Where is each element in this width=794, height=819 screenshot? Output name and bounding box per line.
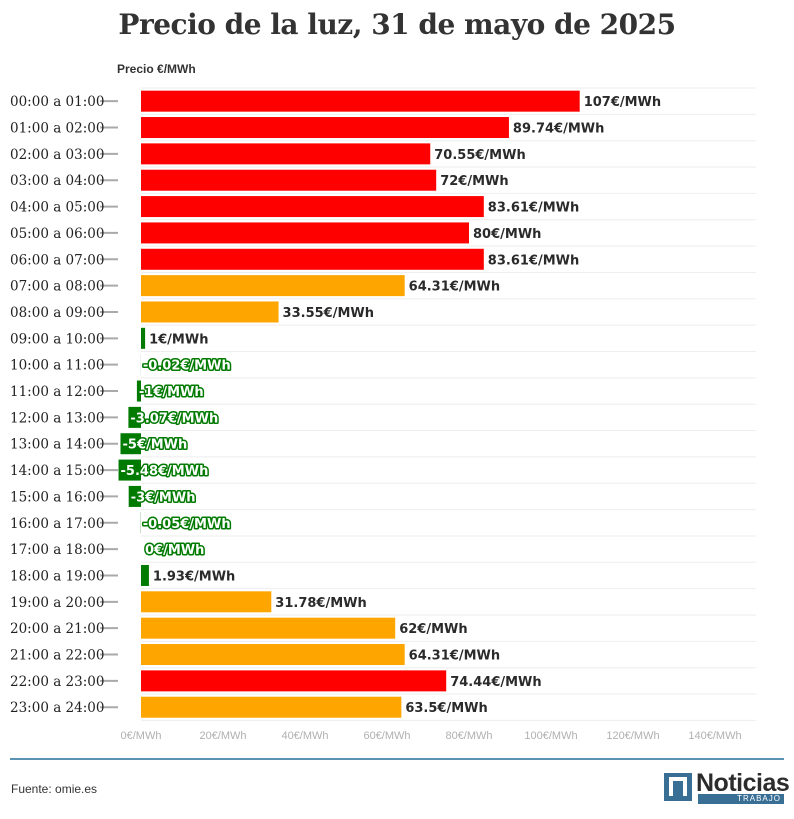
- logo-subtitle: TRABAJO: [698, 794, 784, 804]
- value-label: 83.61€/MWh: [488, 201, 579, 216]
- value-label: -1€/MWh: [139, 385, 204, 400]
- value-label: 89.74€/MWh: [513, 122, 604, 137]
- value-label: 62€/MWh: [399, 622, 467, 637]
- category-label: 13:00 a 14:00: [10, 437, 104, 453]
- category-label: 04:00 a 05:00: [10, 200, 104, 216]
- category-label: 21:00 a 22:00: [10, 648, 104, 664]
- bar: [141, 327, 146, 349]
- bar: [141, 248, 484, 270]
- noticias-trabajo-logo: Noticias TRABAJO: [664, 769, 790, 804]
- y-axis-label: Precio €/MWh: [117, 62, 196, 76]
- x-tick-label: 80€/MWh: [445, 730, 492, 742]
- category-label: 23:00 a 24:00: [10, 700, 104, 716]
- value-label: 64.31€/MWh: [409, 649, 500, 664]
- x-tick-label: 0€/MWh: [121, 730, 162, 742]
- value-label: 1.93€/MWh: [153, 569, 235, 584]
- value-label: -0.05€/MWh: [143, 517, 231, 532]
- bar: [141, 90, 580, 112]
- source-note: Fuente: omie.es: [11, 782, 98, 796]
- bar: [136, 380, 141, 402]
- value-label: 83.61€/MWh: [488, 253, 579, 268]
- bar: [141, 196, 484, 218]
- category-label: 14:00 a 15:00: [10, 463, 104, 479]
- category-label: 01:00 a 02:00: [10, 121, 104, 137]
- x-tick-label: 140€/MWh: [688, 730, 741, 742]
- bar: [141, 644, 405, 666]
- category-label: 00:00 a 01:00: [10, 94, 104, 110]
- bar: [141, 670, 447, 692]
- value-label: 31.78€/MWh: [275, 596, 366, 611]
- bar: [128, 485, 141, 507]
- bar: [141, 169, 437, 191]
- category-label: 06:00 a 07:00: [10, 252, 104, 268]
- x-tick-label: 120€/MWh: [606, 730, 659, 742]
- x-tick-label: 40€/MWh: [281, 730, 328, 742]
- value-label: 72€/MWh: [440, 174, 508, 189]
- category-label: 08:00 a 09:00: [10, 305, 104, 321]
- bar: [141, 564, 149, 586]
- logo-mark-icon: [664, 773, 692, 801]
- bar: [141, 275, 405, 297]
- bar: [128, 406, 141, 428]
- bar: [141, 222, 469, 244]
- value-label: -5.48€/MWh: [121, 464, 209, 479]
- bar: [141, 117, 509, 139]
- category-label: 22:00 a 23:00: [10, 674, 104, 690]
- value-label: 0€/MWh: [145, 543, 204, 558]
- category-label: 18:00 a 19:00: [10, 568, 104, 584]
- category-label: 02:00 a 03:00: [10, 147, 104, 163]
- value-label: 64.31€/MWh: [409, 280, 500, 295]
- x-tick-label: 20€/MWh: [199, 730, 246, 742]
- logo-name: Noticias: [696, 769, 790, 797]
- bar: [141, 143, 431, 165]
- value-label: -5€/MWh: [123, 438, 188, 453]
- value-label: 74.44€/MWh: [450, 675, 541, 690]
- category-label: 05:00 a 06:00: [10, 226, 104, 242]
- value-label: -3€/MWh: [131, 490, 196, 505]
- x-tick-label: 60€/MWh: [363, 730, 410, 742]
- category-label: 10:00 a 11:00: [10, 358, 104, 374]
- category-label: 20:00 a 21:00: [10, 621, 104, 637]
- category-label: 15:00 a 16:00: [10, 489, 104, 505]
- value-label: 70.55€/MWh: [434, 148, 525, 163]
- category-label: 09:00 a 10:00: [10, 331, 104, 347]
- value-label: -3.07€/MWh: [130, 411, 218, 426]
- footer-divider: [10, 758, 784, 760]
- category-label: 12:00 a 13:00: [10, 410, 104, 426]
- bar: [118, 459, 141, 481]
- value-label: 63.5€/MWh: [405, 701, 487, 716]
- bar: [141, 617, 396, 639]
- value-label: 107€/MWh: [584, 95, 661, 110]
- x-tick-label: 100€/MWh: [524, 730, 577, 742]
- category-label: 19:00 a 20:00: [10, 595, 104, 611]
- bar: [141, 591, 272, 613]
- bar: [120, 433, 141, 455]
- category-label: 17:00 a 18:00: [10, 542, 104, 558]
- bar-chart: 0€/MWh 20€/MWh 40€/MWh 60€/MWh 80€/MWh 100€/M…: [10, 87, 756, 742]
- category-label: 11:00 a 12:00: [10, 384, 104, 400]
- category-label: 16:00 a 17:00: [10, 516, 104, 532]
- value-label: -0.02€/MWh: [143, 359, 231, 374]
- chart-title: Precio de la luz, 31 de mayo de 2025: [118, 8, 676, 41]
- value-label: 1€/MWh: [149, 332, 208, 347]
- bar: [141, 696, 402, 718]
- value-label: 33.55€/MWh: [283, 306, 374, 321]
- bar: [141, 301, 279, 323]
- category-label: 07:00 a 08:00: [10, 279, 104, 295]
- value-label: 80€/MWh: [473, 227, 541, 242]
- category-label: 03:00 a 04:00: [10, 173, 104, 189]
